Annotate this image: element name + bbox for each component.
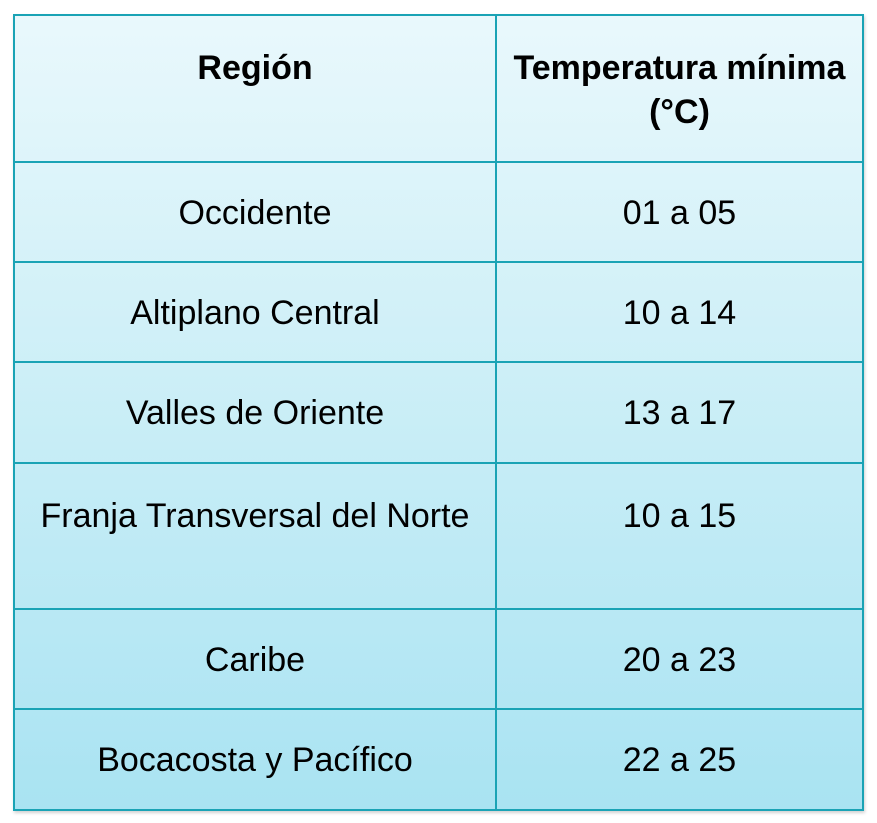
- temperature-cell: 22 a 25: [495, 707, 862, 809]
- table-row: Caribe 20 a 23: [15, 607, 862, 710]
- table-row: Valles de Oriente 13 a 17: [15, 361, 862, 464]
- temperature-cell: 20 a 23: [495, 607, 862, 710]
- temperature-cell: 10 a 15: [495, 461, 862, 610]
- temperature-cell: 13 a 17: [495, 361, 862, 464]
- region-cell: Bocacosta y Pacífico: [15, 707, 497, 809]
- region-cell: Caribe: [15, 607, 497, 710]
- region-cell: Valles de Oriente: [15, 361, 497, 464]
- region-cell: Altiplano Central: [15, 261, 497, 364]
- temperature-cell: 10 a 14: [495, 261, 862, 364]
- header-min-temperature: Temperatura mínima (°C): [495, 16, 862, 164]
- temperature-table: Región Temperatura mínima (°C) Occidente…: [15, 16, 862, 809]
- table-row: Altiplano Central 10 a 14: [15, 261, 862, 364]
- header-region: Región: [15, 16, 497, 164]
- region-cell: Occidente: [15, 161, 497, 264]
- table-header-row: Región Temperatura mínima (°C): [15, 16, 862, 164]
- region-cell: Franja Transversal del Norte: [15, 461, 497, 610]
- table-row: Occidente 01 a 05: [15, 161, 862, 264]
- table-row: Bocacosta y Pacífico 22 a 25: [15, 707, 862, 809]
- table-row: Franja Transversal del Norte 10 a 15: [15, 461, 862, 610]
- temperature-table-container: Región Temperatura mínima (°C) Occidente…: [13, 14, 864, 811]
- temperature-cell: 01 a 05: [495, 161, 862, 264]
